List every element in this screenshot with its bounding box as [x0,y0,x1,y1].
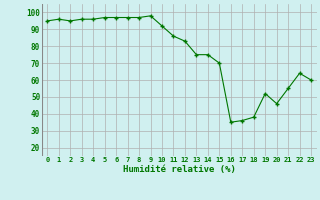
X-axis label: Humidité relative (%): Humidité relative (%) [123,165,236,174]
